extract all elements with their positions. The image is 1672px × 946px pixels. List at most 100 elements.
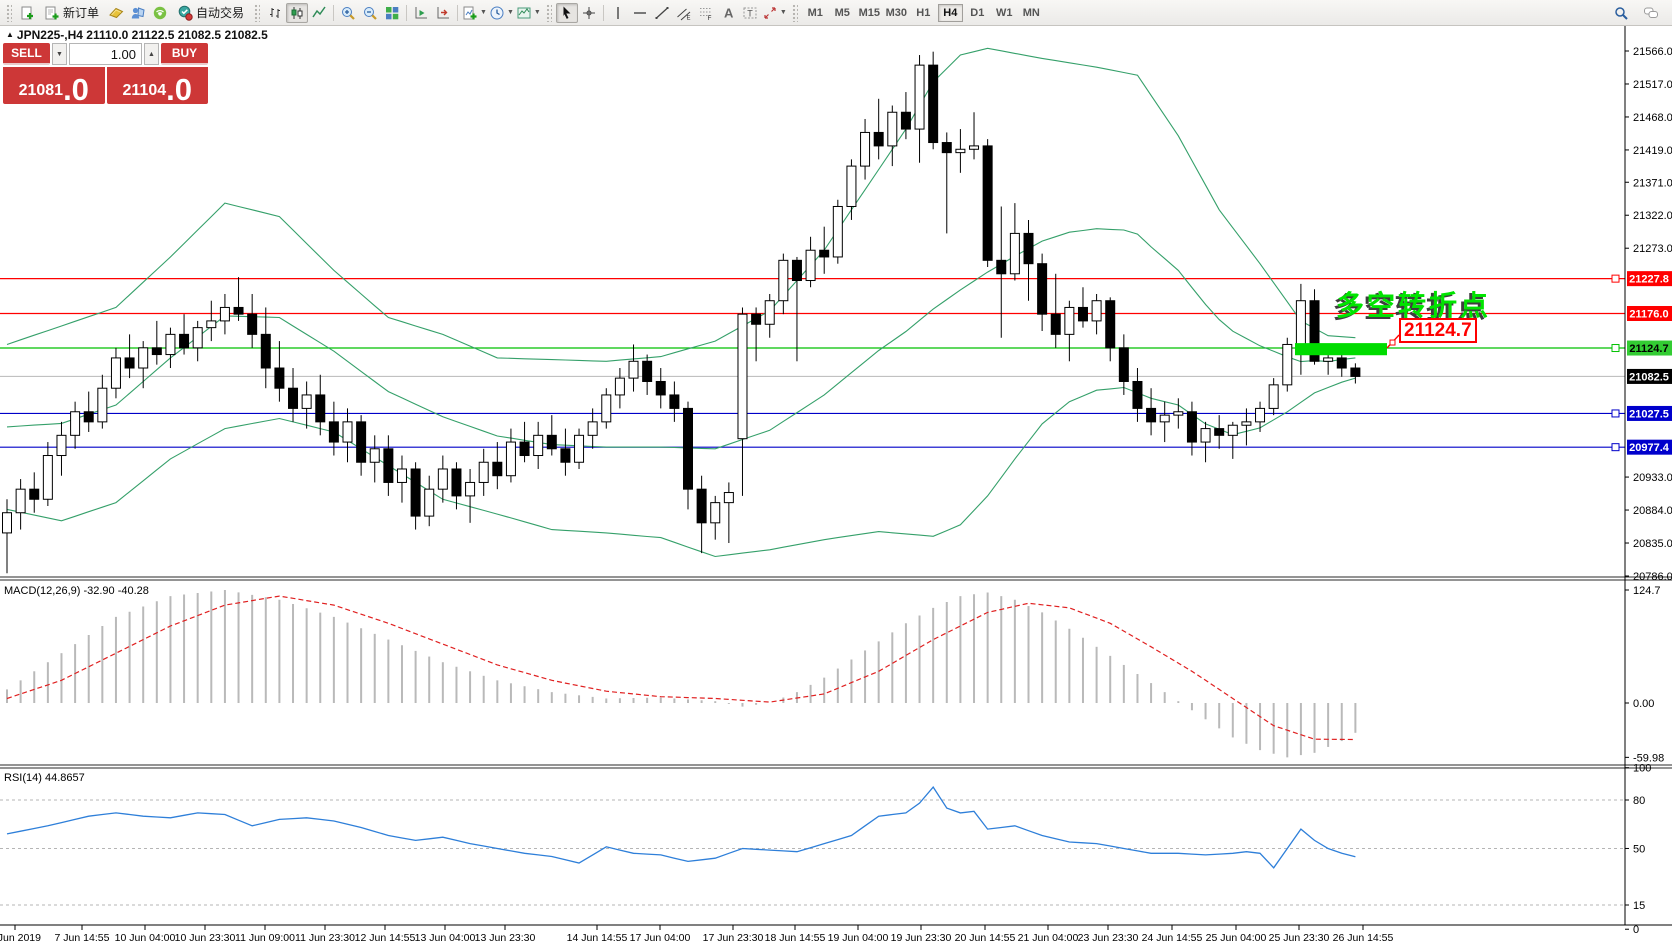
dropdown-caret-icon[interactable]: ▼ bbox=[533, 9, 541, 16]
vertical-line-icon bbox=[617, 6, 619, 19]
timeframe-d1-button[interactable]: D1 bbox=[970, 6, 985, 19]
periods-button[interactable]: ▼ bbox=[488, 3, 515, 23]
timeframe-mn-button[interactable]: MN bbox=[1022, 6, 1040, 19]
macd-label: MACD(12,26,9) -32.90 -40.28 bbox=[4, 585, 149, 597]
dropdown-caret-icon[interactable]: ▼ bbox=[480, 9, 487, 16]
new-order-button-label: 新订单 bbox=[63, 6, 100, 20]
toolbar-grip[interactable] bbox=[254, 3, 261, 22]
chat-button[interactable] bbox=[1640, 3, 1662, 23]
timeframe-m1-button[interactable]: M1 bbox=[807, 6, 823, 19]
templates-icon bbox=[517, 7, 531, 18]
arrows-button[interactable]: ▼ bbox=[761, 3, 788, 23]
text-button[interactable]: A bbox=[717, 3, 739, 23]
signals-button[interactable] bbox=[149, 3, 171, 23]
metaeditor-button[interactable] bbox=[105, 3, 127, 23]
buy-price[interactable]: 21104.0 bbox=[106, 67, 208, 107]
indicators-button[interactable]: ▼ bbox=[461, 3, 488, 23]
svg-text:21176.0: 21176.0 bbox=[1629, 309, 1668, 321]
chart-shift-button[interactable] bbox=[432, 3, 454, 23]
svg-text:F: F bbox=[707, 15, 711, 21]
signals-icon bbox=[153, 6, 167, 19]
timeframe-h4-button[interactable]: H4 bbox=[937, 3, 963, 22]
svg-text:50: 50 bbox=[1633, 843, 1645, 855]
volume-increase-button[interactable]: ▲ bbox=[144, 43, 159, 65]
crosshair-button[interactable] bbox=[578, 3, 600, 23]
sell-price-pips: .0 bbox=[63, 71, 89, 107]
toolbar-separator bbox=[406, 4, 408, 21]
templates-button[interactable]: ▼ bbox=[515, 3, 542, 23]
dropdown-caret-icon[interactable]: ▼ bbox=[506, 9, 514, 16]
vertical-line-button[interactable] bbox=[607, 3, 629, 23]
auto-trading-button-label: 自动交易 bbox=[196, 6, 245, 20]
svg-text:7 Jun 14:55: 7 Jun 14:55 bbox=[55, 932, 110, 944]
dropdown-caret-icon[interactable]: ▼ bbox=[779, 9, 787, 16]
svg-text:24 Jun 14:55: 24 Jun 14:55 bbox=[1142, 932, 1203, 944]
auto-trading-button[interactable]: 自动交易 bbox=[171, 3, 250, 23]
auto-scroll-button[interactable] bbox=[410, 3, 432, 23]
search-icon bbox=[1615, 6, 1628, 20]
svg-text:21566.0: 21566.0 bbox=[1633, 46, 1672, 58]
equidistant-channel-button[interactable]: E bbox=[673, 3, 695, 23]
volume-input[interactable]: 1.00 bbox=[69, 43, 142, 65]
new-order-button[interactable]: 新订单 bbox=[38, 3, 105, 23]
toolbar: 新订单 自动交易 ▼ ▼ ▼ E F A T ▼ M1 M5 M15 M30 H1 H4 D1 W1 MN bbox=[0, 0, 1672, 26]
timeframe-m30-button[interactable]: M30 bbox=[885, 6, 907, 19]
toolbar-separator bbox=[602, 4, 604, 21]
candlesticks bbox=[2, 51, 1361, 574]
timeframe-w1-button[interactable]: W1 bbox=[996, 6, 1013, 19]
text-icon: A bbox=[724, 5, 734, 20]
svg-text:21517.0: 21517.0 bbox=[1633, 79, 1672, 91]
fibonacci-button[interactable]: F bbox=[695, 3, 717, 23]
line-chart-icon bbox=[312, 6, 326, 17]
bar-chart-button[interactable] bbox=[264, 3, 286, 23]
buy-button[interactable]: BUY bbox=[161, 43, 208, 65]
svg-text:25 Jun 23:30: 25 Jun 23:30 bbox=[1269, 932, 1330, 944]
cursor-button[interactable] bbox=[555, 2, 578, 23]
indicators-icon bbox=[463, 6, 477, 19]
toolbar-grip[interactable] bbox=[545, 3, 552, 22]
svg-text:0.00: 0.00 bbox=[1633, 698, 1654, 710]
crosshair-icon bbox=[582, 6, 595, 19]
candlestick-chart-button[interactable] bbox=[286, 2, 309, 23]
turning-point-annotation[interactable]: 多空转折点 bbox=[1336, 290, 1492, 321]
symbol-ohlc-text: JPN225-,H4 21110.0 21122.5 21082.5 21082… bbox=[16, 28, 268, 42]
trendline-button[interactable] bbox=[651, 3, 673, 23]
svg-text:0: 0 bbox=[1633, 924, 1639, 936]
svg-text:10 Jun 23:30: 10 Jun 23:30 bbox=[175, 932, 236, 944]
line-chart-button[interactable] bbox=[308, 3, 330, 23]
svg-text:21273.0: 21273.0 bbox=[1633, 243, 1672, 255]
volume-decrease-button[interactable]: ▼ bbox=[52, 43, 67, 65]
svg-text:20977.4: 20977.4 bbox=[1629, 442, 1670, 454]
horizontal-line-button[interactable] bbox=[629, 3, 651, 23]
svg-text:21082.5: 21082.5 bbox=[1629, 371, 1669, 383]
zoom-in-button[interactable] bbox=[337, 3, 359, 23]
timeframe-m15-button[interactable]: M15 bbox=[858, 6, 880, 19]
buy-price-pips: .0 bbox=[166, 71, 192, 107]
tile-windows-button[interactable] bbox=[381, 3, 403, 23]
chart-window: 21566.0 21517.0 21468.0 21419.0 21371.0 21322… bbox=[0, 26, 1672, 946]
text-label-button[interactable]: T bbox=[739, 3, 761, 23]
tile-windows-icon bbox=[386, 6, 399, 19]
zoom-out-button[interactable] bbox=[359, 3, 381, 23]
candlestick-chart-icon bbox=[291, 6, 303, 19]
price-callout-label[interactable]: 21124.7 bbox=[1399, 318, 1477, 343]
timeframe-h1-button[interactable]: H1 bbox=[916, 6, 931, 19]
search-button[interactable] bbox=[1610, 3, 1632, 23]
timeframe-m5-button[interactable]: M5 bbox=[834, 6, 850, 19]
sell-button[interactable]: SELL bbox=[3, 43, 50, 65]
svg-text:20933.0: 20933.0 bbox=[1633, 472, 1672, 484]
svg-text:11 Jun 23:30: 11 Jun 23:30 bbox=[295, 932, 355, 944]
collapse-triangle-icon[interactable]: ▲ bbox=[6, 30, 14, 39]
svg-text:21227.8: 21227.8 bbox=[1629, 274, 1669, 286]
chart-canvas: 21566.0 21517.0 21468.0 21419.0 21371.0 21322… bbox=[0, 26, 1672, 944]
toolbar-grip[interactable] bbox=[791, 3, 798, 22]
toolbar-grip[interactable] bbox=[6, 3, 12, 22]
svg-text:17 Jun 23:30: 17 Jun 23:30 bbox=[703, 932, 764, 944]
svg-text:-59.98: -59.98 bbox=[1633, 752, 1664, 764]
zoom-out-icon bbox=[364, 6, 377, 20]
svg-text:T: T bbox=[747, 8, 753, 18]
sell-price[interactable]: 21081.0 bbox=[3, 67, 105, 107]
new-chart-button[interactable] bbox=[16, 3, 38, 23]
svg-text:13 Jun 23:30: 13 Jun 23:30 bbox=[475, 932, 536, 944]
market-profile-button[interactable] bbox=[127, 3, 149, 23]
